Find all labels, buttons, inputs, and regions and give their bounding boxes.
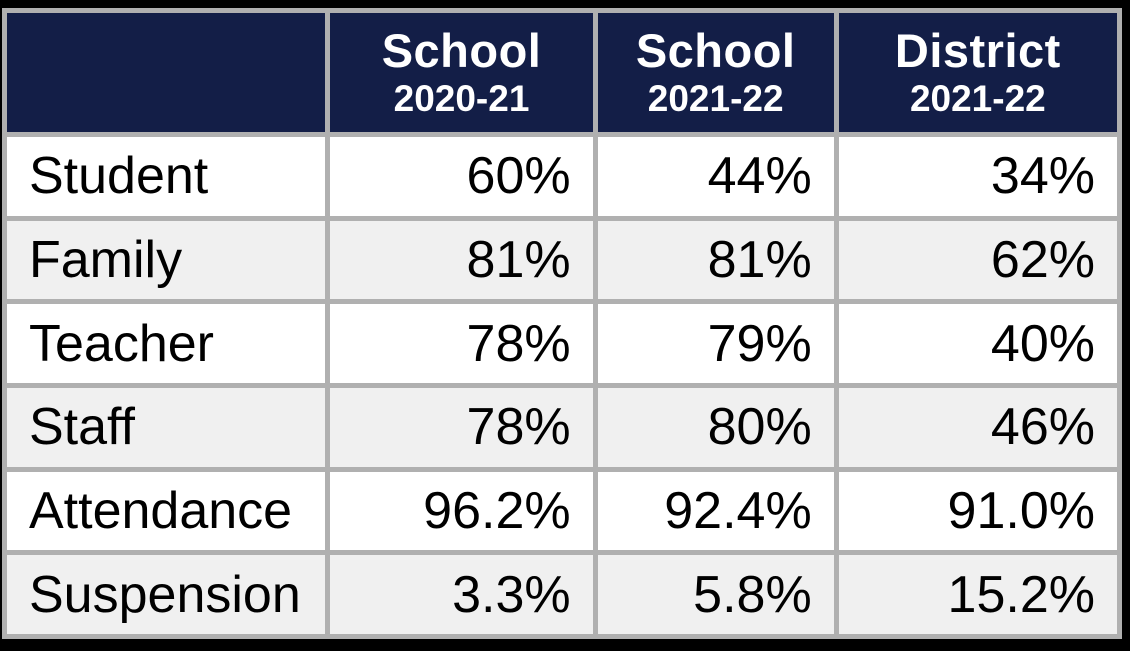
value-cell: 78% [325,382,598,472]
header-cell-school-2021-22: School 2021-22 [592,8,839,137]
table-body: Student 60% 44% 34% Family 81% 81% 62% Teacher 78… [1,132,1123,639]
value-cell: 15.2% [833,550,1123,639]
row-label: Suspension [1,550,331,639]
header-subtitle: 2021-22 [909,77,1046,119]
header-subtitle: 2021-22 [647,77,784,119]
value-cell: 5.8% [592,550,839,639]
value-cell: 34% [833,132,1123,221]
row-label: Attendance [1,466,331,556]
value-cell: 96.2% [325,466,598,556]
header-title: School [381,23,542,77]
value-cell: 46% [833,382,1123,472]
school-district-stats-table: School 2020-21 School 2021-22 District 2… [1,8,1123,639]
header-cell-district-2021-22: District 2021-22 [833,8,1123,137]
row-label: Staff [1,382,331,472]
header-subtitle: 2020-21 [393,77,530,119]
header-title: District [894,23,1061,77]
value-cell: 81% [592,215,839,305]
table-row: Family 81% 81% 62% [1,215,1123,305]
row-label: Family [1,215,331,305]
value-cell: 44% [592,132,839,221]
value-cell: 91.0% [833,466,1123,556]
table-row: Suspension 3.3% 5.8% 15.2% [1,550,1123,639]
value-cell: 3.3% [325,550,598,639]
value-cell: 62% [833,215,1123,305]
value-cell: 78% [325,299,598,388]
row-label: Student [1,132,331,221]
table-row: Teacher 78% 79% 40% [1,299,1123,388]
row-label: Teacher [1,299,331,388]
table-header-row: School 2020-21 School 2021-22 District 2… [1,8,1123,137]
header-cell-school-2020-21: School 2020-21 [325,8,598,137]
value-cell: 40% [833,299,1123,388]
table-row: Attendance 96.2% 92.4% 91.0% [1,466,1123,556]
value-cell: 79% [592,299,839,388]
header-cell-blank [1,8,331,137]
table-row: Student 60% 44% 34% [1,132,1123,221]
value-cell: 92.4% [592,466,839,556]
value-cell: 60% [325,132,598,221]
value-cell: 80% [592,382,839,472]
table-row: Staff 78% 80% 46% [1,382,1123,472]
header-title: School [635,23,796,77]
value-cell: 81% [325,215,598,305]
